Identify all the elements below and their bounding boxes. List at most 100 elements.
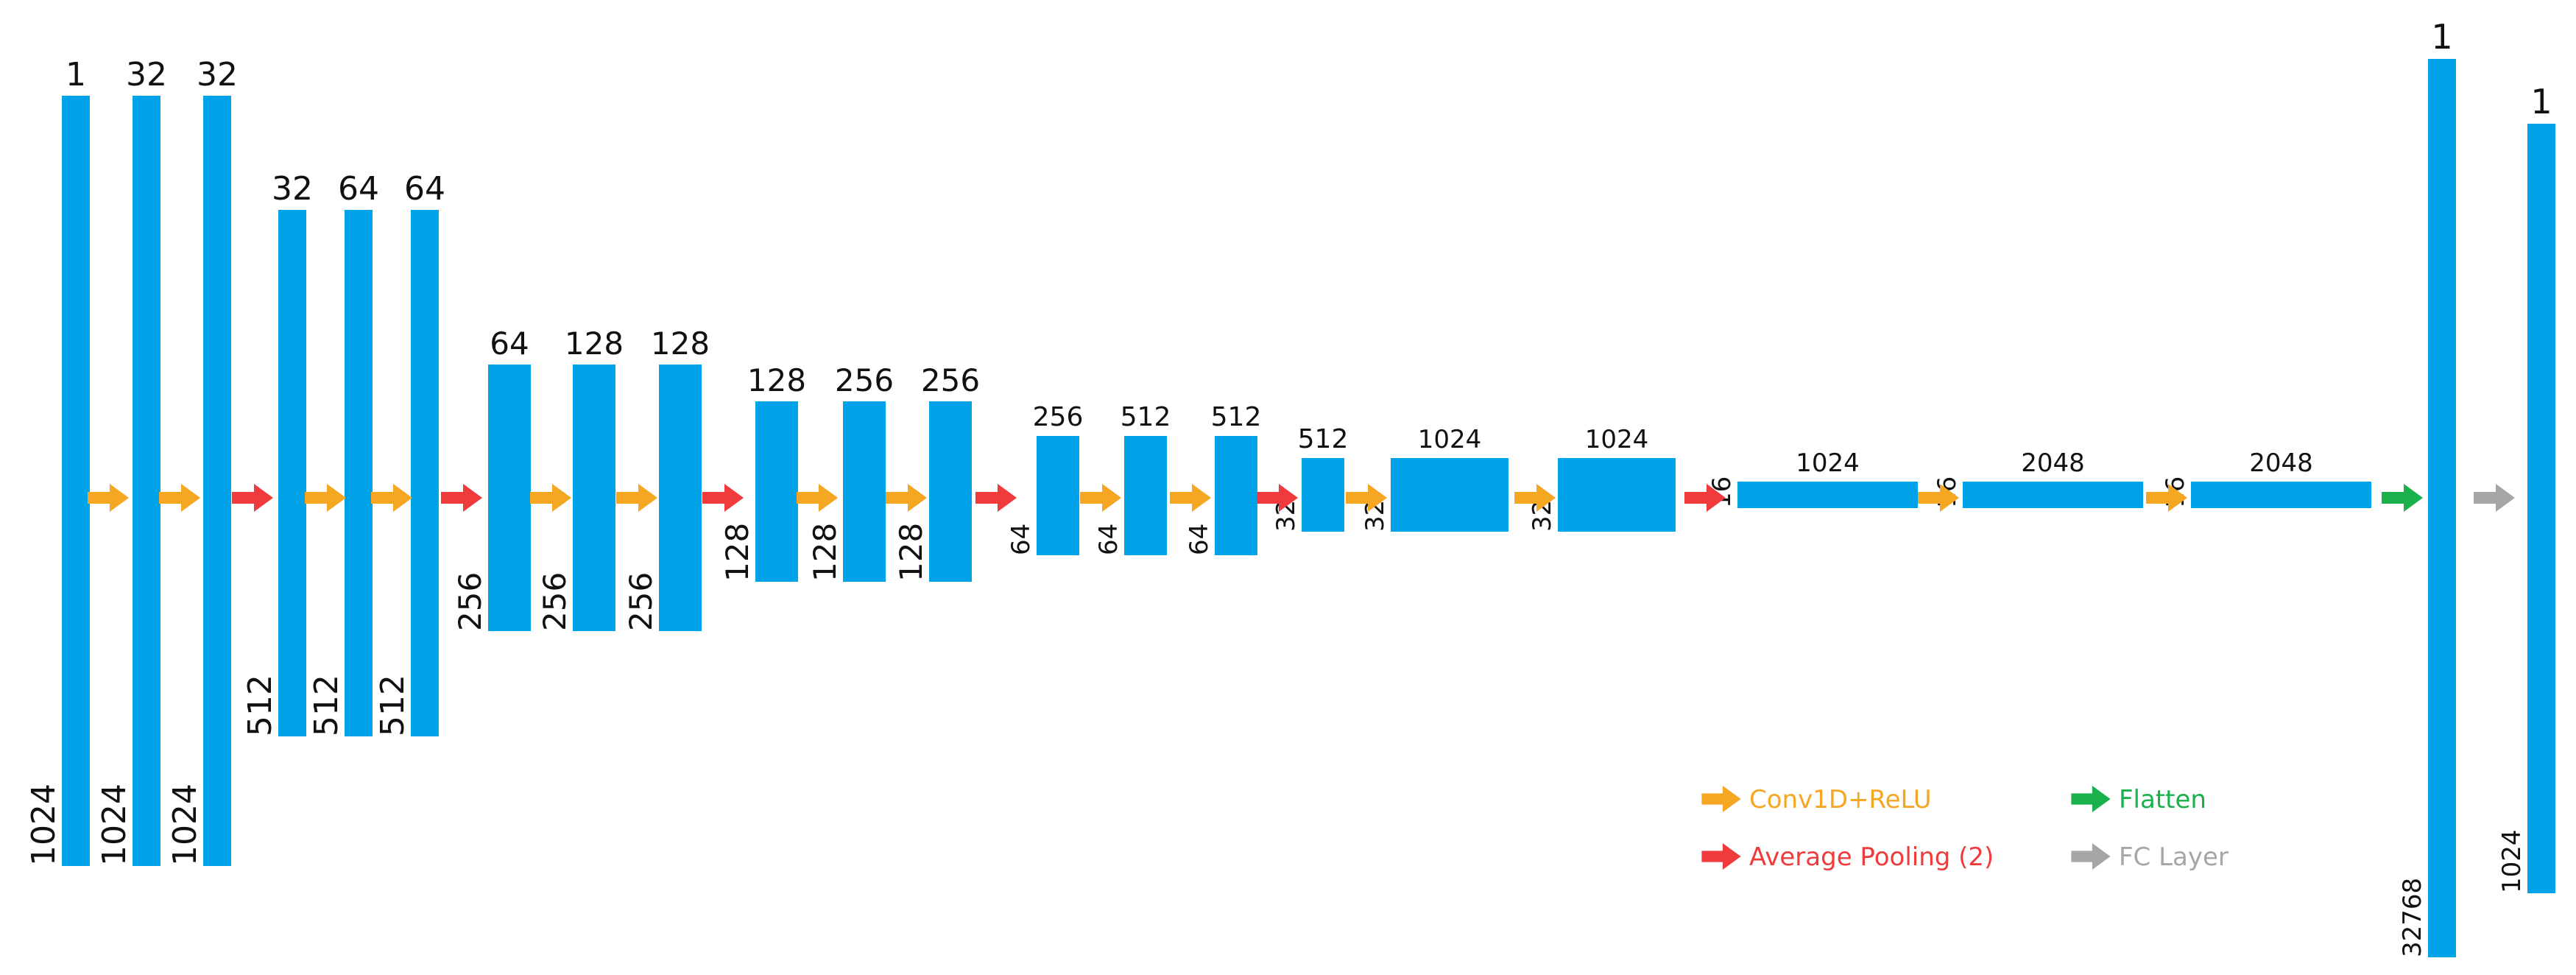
layer-block-20: 204816 [1933,448,2143,508]
conv-arrow-icon [616,484,657,512]
block-rect [1037,436,1079,555]
pool-arrow-icon [441,484,482,512]
layer-block-10: 128 128 [719,362,806,582]
layer-block-1: 1 1024 [25,56,90,866]
channel-label: 256 [835,362,894,398]
channel-label: 1024 [1418,425,1482,454]
conv-arrow-icon [1170,484,1211,512]
block-rect [278,210,306,736]
length-label: 32768 [2398,878,2427,957]
legend-item-pool: Average Pooling (2) [1701,842,1994,872]
length-label: 256 [537,572,573,631]
conv-arrow-icon [1080,484,1121,512]
block-rect [1215,436,1257,555]
channel-label: 32 [197,56,238,94]
channel-label: 256 [921,362,980,398]
flatten-arrow-icon [2382,484,2423,512]
length-label: 1024 [96,784,133,866]
conv-arrow-icon [1346,484,1387,512]
channel-label: 256 [1033,402,1084,432]
block-rect [2428,59,2456,957]
conv-arrow-icon [88,484,129,512]
length-label: 64 [1094,524,1123,555]
length-label: 1024 [2497,829,2527,893]
layer-block-6: 64 512 [374,170,445,736]
conv-arrow-icon [1514,484,1556,512]
conv-arrow-icon [797,484,838,512]
channel-label: 32 [272,170,313,208]
pool-arrow-icon [702,484,744,512]
channel-label: 512 [1121,402,1171,432]
layer-block-5: 64 512 [308,170,379,736]
layer-block-15: 512 64 [1185,402,1261,555]
length-label: 256 [452,572,488,631]
length-label: 256 [623,572,659,631]
conv-arrow-icon [159,484,200,512]
channel-label: 64 [404,170,445,208]
block-rect [1124,436,1167,555]
layer-block-3: 32 1024 [166,56,238,866]
legend-item-fc: FC Layer [2071,842,2229,872]
layer-block-4: 32 512 [241,170,313,736]
layer-block-21: 204816 [2161,448,2371,508]
channel-label: 128 [651,325,710,362]
layer-block-23: 1 1024 [2497,82,2555,893]
pool-arrow-icon [1684,484,1726,512]
legend-label: Conv1D+ReLU [1749,785,1932,814]
flatten-arrow-icon [2071,785,2111,813]
legend-label: Flatten [2119,785,2206,814]
layer-block-8: 128 256 [537,325,624,631]
layer-block-14: 512 64 [1094,402,1171,555]
block-rect [1558,458,1676,532]
flow-arrows [88,484,2515,512]
legend: Conv1D+ReLU Flatten Average Pooling (2) FC … [1701,785,2229,872]
conv-arrow-icon [305,484,346,512]
channel-label: 1 [2530,82,2552,122]
channel-label: 2048 [2021,448,2085,478]
length-label: 64 [1006,524,1036,555]
block-rect [1737,482,1918,508]
length-label: 512 [374,675,412,736]
channel-label: 2048 [2249,448,2313,478]
conv-arrow-icon [886,484,927,512]
block-rect [1391,458,1508,532]
channel-label: 64 [338,170,379,208]
conv-arrow-icon [2146,484,2187,512]
pool-arrow-icon [1701,842,1741,870]
layer-block-9: 128 256 [623,325,710,631]
block-rect [488,365,531,631]
block-rect [2191,482,2371,508]
block-rect [755,401,798,582]
channel-label: 128 [747,362,806,398]
channel-label: 512 [1298,424,1349,454]
conv-arrow-icon [530,484,571,512]
conv-arrow-icon [1701,785,1741,813]
block-rect [573,365,615,631]
layer-blocks: 1102432102432102432512645126451264256128… [25,17,2555,957]
block-rect [929,401,972,582]
fc-arrow-icon [2474,484,2515,512]
block-rect [345,210,373,736]
channel-label: 32 [126,56,167,94]
legend-label: Average Pooling (2) [1749,842,1994,872]
fc-arrow-icon [2071,842,2111,870]
length-label: 512 [241,675,279,736]
channel-label: 1024 [1585,425,1649,454]
conv-arrow-icon [371,484,412,512]
pool-arrow-icon [232,484,273,512]
length-label: 1024 [166,784,204,866]
pool-arrow-icon [1257,484,1298,512]
length-label: 128 [893,523,929,582]
legend-label: FC Layer [2119,842,2229,872]
layer-block-22: 1 32768 [2398,17,2456,957]
layer-block-11: 256 128 [807,362,894,582]
layer-block-2: 32 1024 [96,56,167,866]
block-rect [843,401,886,582]
layer-block-12: 256 128 [893,362,980,582]
channel-label: 512 [1211,402,1262,432]
length-label: 1024 [25,784,63,866]
layer-block-13: 256 64 [1006,402,1083,555]
